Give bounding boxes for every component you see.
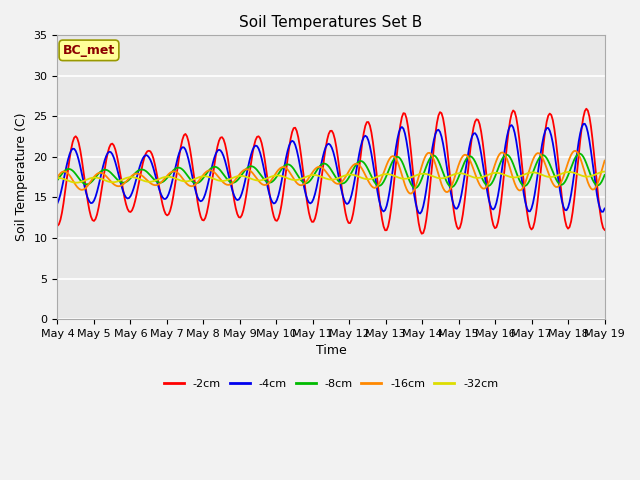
-8cm xyxy=(235,176,243,181)
-16cm xyxy=(54,174,61,180)
-16cm xyxy=(244,167,252,172)
-2cm xyxy=(582,106,590,111)
-16cm xyxy=(120,180,128,186)
Line: -8cm: -8cm xyxy=(58,154,605,188)
-8cm xyxy=(54,177,61,183)
-32cm xyxy=(294,177,302,182)
-16cm xyxy=(217,177,225,182)
-4cm xyxy=(217,147,225,153)
-2cm xyxy=(217,135,225,141)
-2cm xyxy=(418,231,426,237)
-4cm xyxy=(601,205,609,211)
Y-axis label: Soil Temperature (C): Soil Temperature (C) xyxy=(15,113,28,241)
-8cm xyxy=(293,171,301,177)
-2cm xyxy=(601,227,609,233)
-32cm xyxy=(54,175,61,181)
-32cm xyxy=(72,180,79,185)
-8cm xyxy=(244,165,252,170)
-4cm xyxy=(417,211,424,216)
-2cm xyxy=(244,181,252,187)
-2cm xyxy=(235,214,243,220)
Line: -2cm: -2cm xyxy=(58,108,605,234)
-16cm xyxy=(572,148,579,154)
-4cm xyxy=(572,160,579,166)
-8cm xyxy=(120,180,128,185)
-32cm xyxy=(572,170,579,176)
-16cm xyxy=(573,149,581,155)
-16cm xyxy=(235,172,243,178)
-32cm xyxy=(601,168,609,174)
-4cm xyxy=(293,147,301,153)
-8cm xyxy=(577,151,584,156)
-32cm xyxy=(122,175,130,181)
-4cm xyxy=(54,201,61,206)
-32cm xyxy=(218,178,226,184)
-2cm xyxy=(293,128,301,134)
-4cm xyxy=(235,197,243,203)
-8cm xyxy=(412,185,419,191)
-16cm xyxy=(601,158,609,164)
-16cm xyxy=(407,191,415,196)
Line: -16cm: -16cm xyxy=(58,151,605,193)
Title: Soil Temperatures Set B: Soil Temperatures Set B xyxy=(239,15,422,30)
X-axis label: Time: Time xyxy=(316,344,346,357)
-4cm xyxy=(581,121,589,127)
-8cm xyxy=(217,168,225,173)
-8cm xyxy=(572,154,579,160)
-32cm xyxy=(236,173,244,179)
-2cm xyxy=(572,183,579,189)
Line: -32cm: -32cm xyxy=(58,171,605,182)
-2cm xyxy=(54,223,61,229)
-32cm xyxy=(246,175,253,181)
-8cm xyxy=(601,172,609,178)
-16cm xyxy=(293,180,301,186)
Text: BC_met: BC_met xyxy=(63,44,115,57)
-4cm xyxy=(244,165,252,170)
-2cm xyxy=(120,195,128,201)
Line: -4cm: -4cm xyxy=(58,124,605,214)
-4cm xyxy=(120,192,128,198)
Legend: -2cm, -4cm, -8cm, -16cm, -32cm: -2cm, -4cm, -8cm, -16cm, -32cm xyxy=(159,374,502,393)
